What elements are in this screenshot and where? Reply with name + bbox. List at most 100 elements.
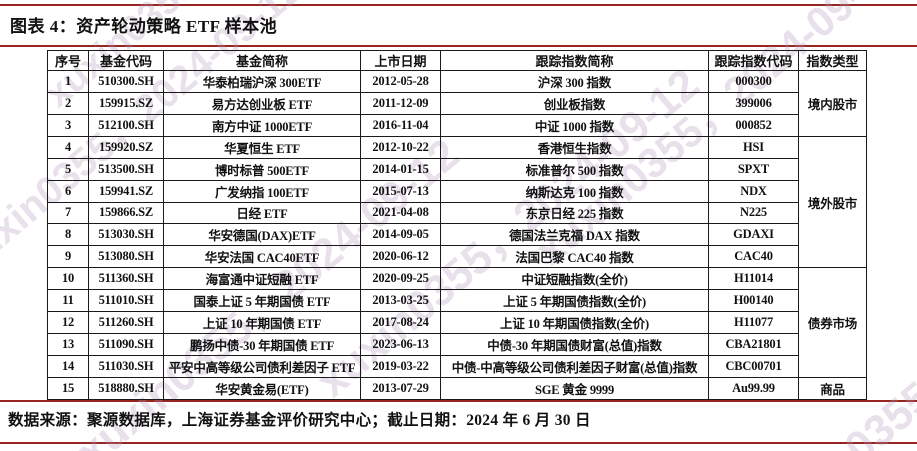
cell-fund-name: 易方达创业板 ETF bbox=[163, 91, 361, 115]
table-row: 6 159941.SZ 广发纳指 100ETF 2015-07-13 纳斯达克 100 … bbox=[47, 179, 867, 203]
cell-index-type: 境内股市 bbox=[798, 70, 867, 137]
cell-index-type: 境外股市 bbox=[798, 135, 867, 269]
table-row: 1 510300.SH 华泰柏瑞沪深 300ETF 2012-05-28 沪深 300 … bbox=[47, 70, 867, 137]
table-row: 8 513030.SH 华安德国(DAX)ETF 2014-09-05 德国法兰克福 D… bbox=[47, 223, 867, 247]
cell-index-code: NDX bbox=[708, 179, 799, 203]
cell-no: 7 bbox=[47, 201, 89, 225]
cell-fund-code: 159915.SZ bbox=[88, 91, 164, 115]
col-header-date: 上市日期 bbox=[360, 50, 441, 71]
cell-no: 15 bbox=[47, 376, 89, 401]
cell-fund-code: 159920.SZ bbox=[88, 135, 164, 159]
cell-fund-code: 518880.SH bbox=[88, 376, 164, 401]
cell-fund-code: 511030.SH bbox=[88, 354, 164, 378]
cell-fund-code: 511360.SH bbox=[88, 267, 164, 291]
cell-index-code: H11014 bbox=[708, 267, 799, 291]
cell-index-name: 中债-中高等级公司债利差因子财富(总值)指数 bbox=[440, 354, 709, 378]
col-header-index_name: 跟踪指数简称 bbox=[440, 50, 709, 71]
cell-index-name: 标准普尔 500 指数 bbox=[440, 157, 709, 181]
cell-fund-name: 日经 ETF bbox=[163, 201, 361, 225]
cell-fund-code: 513080.SH bbox=[88, 245, 164, 269]
table-row: 14 511030.SH 平安中高等级公司债利差因子 ETF 2019-03-22 中债… bbox=[47, 354, 867, 378]
title-rule bbox=[0, 45, 917, 47]
table-row: 11 511010.SH 国泰上证 5 年期国债 ETF 2013-03-25 上证 5… bbox=[47, 289, 867, 313]
col-header-code: 基金代码 bbox=[88, 50, 164, 71]
cell-fund-name: 广发纳指 100ETF bbox=[163, 179, 361, 203]
cell-fund-code: 511090.SH bbox=[88, 333, 164, 356]
col-header-no: 序号 bbox=[47, 50, 89, 71]
cell-fund-name: 华泰柏瑞沪深 300ETF bbox=[163, 70, 361, 93]
cell-list-date: 2020-06-12 bbox=[360, 245, 441, 269]
cell-index-code: HSI bbox=[708, 135, 799, 159]
cell-no: 12 bbox=[47, 311, 89, 335]
table-row: 12 511260.SH 上证 10 年期国债 ETF 2017-08-24 上证 10… bbox=[47, 311, 867, 335]
table-row: 15 518880.SH 华安黄金易(ETF) 2013-07-29 SGE 黄金 99… bbox=[47, 376, 867, 401]
cell-index-code: CBC00701 bbox=[708, 354, 799, 378]
cell-index-name: 上证 5 年期国债指数(全价) bbox=[440, 289, 709, 313]
cell-index-name: 创业板指数 bbox=[440, 91, 709, 115]
figure-title: 图表 4：资产轮动策略 ETF 样本池 bbox=[10, 17, 278, 36]
cell-index-code: 000852 bbox=[708, 113, 799, 137]
table-row: 4 159920.SZ 华夏恒生 ETF 2012-10-22 香港恒生指数 HSI 境外股… bbox=[47, 135, 867, 269]
cell-fund-name: 华安黄金易(ETF) bbox=[163, 376, 361, 401]
cell-fund-name: 平安中高等级公司债利差因子 ETF bbox=[163, 354, 361, 378]
table-row: 2 159915.SZ 易方达创业板 ETF 2011-12-09 创业板指数 39900… bbox=[47, 91, 867, 115]
cell-index-name: 上证 10 年期国债指数(全价) bbox=[440, 311, 709, 335]
table-bottom-rule bbox=[0, 400, 917, 402]
cell-list-date: 2012-10-22 bbox=[360, 135, 441, 159]
cell-index-name: 德国法兰克福 DAX 指数 bbox=[440, 223, 709, 247]
cell-no: 6 bbox=[47, 179, 89, 203]
cell-no: 8 bbox=[47, 223, 89, 247]
cell-fund-code: 513500.SH bbox=[88, 157, 164, 181]
cell-no: 9 bbox=[47, 245, 89, 269]
cell-index-code: 399006 bbox=[708, 91, 799, 115]
cell-list-date: 2016-11-04 bbox=[360, 113, 441, 137]
cell-list-date: 2017-08-24 bbox=[360, 311, 441, 335]
etf-sample-pool-table: 序号 基金代码 基金简称 上市日期 跟踪指数简称 跟踪指数代码 指数类型 1 510300.S… bbox=[47, 50, 867, 401]
cell-index-code: CBA21801 bbox=[708, 333, 799, 356]
cell-index-name: 法国巴黎 CAC40 指数 bbox=[440, 245, 709, 269]
cell-fund-code: 511010.SH bbox=[88, 289, 164, 313]
cell-fund-name: 华安法国 CAC40ETF bbox=[163, 245, 361, 269]
table-row: 7 159866.SZ 日经 ETF 2021-04-08 东京日经 225 指数 N22… bbox=[47, 201, 867, 225]
cell-index-name: 中证 1000 指数 bbox=[440, 113, 709, 137]
table-body: 1 510300.SH 华泰柏瑞沪深 300ETF 2012-05-28 沪深 300 … bbox=[47, 70, 867, 401]
cell-index-name: SGE 黄金 9999 bbox=[440, 376, 709, 401]
cell-index-name: 香港恒生指数 bbox=[440, 135, 709, 159]
cell-no: 4 bbox=[47, 135, 89, 159]
cell-list-date: 2020-09-25 bbox=[360, 267, 441, 291]
cell-index-name: 纳斯达克 100 指数 bbox=[440, 179, 709, 203]
col-header-type: 指数类型 bbox=[798, 50, 867, 71]
cell-fund-name: 鹏扬中债-30 年期国债 ETF bbox=[163, 333, 361, 356]
cell-fund-name: 华夏恒生 ETF bbox=[163, 135, 361, 159]
cell-list-date: 2019-03-22 bbox=[360, 354, 441, 378]
cell-fund-name: 博时标普 500ETF bbox=[163, 157, 361, 181]
cell-no: 2 bbox=[47, 91, 89, 115]
cell-list-date: 2013-07-29 bbox=[360, 376, 441, 401]
cell-fund-name: 华安德国(DAX)ETF bbox=[163, 223, 361, 247]
cell-fund-code: 513030.SH bbox=[88, 223, 164, 247]
data-source-note: 数据来源：聚源数据库，上海证券基金评价研究中心；截止日期：2024 年 6 月 … bbox=[8, 412, 591, 429]
cell-no: 13 bbox=[47, 333, 89, 356]
cell-no: 5 bbox=[47, 157, 89, 181]
cell-index-code: SPXT bbox=[708, 157, 799, 181]
cell-index-code: 000300 bbox=[708, 70, 799, 93]
col-header-name: 基金简称 bbox=[163, 50, 361, 71]
cell-index-name: 东京日经 225 指数 bbox=[440, 201, 709, 225]
table-row: 5 513500.SH 博时标普 500ETF 2014-01-15 标准普尔 500 … bbox=[47, 157, 867, 181]
cell-list-date: 2012-05-28 bbox=[360, 70, 441, 93]
cell-no: 10 bbox=[47, 267, 89, 291]
bottom-rule bbox=[0, 442, 917, 444]
table-row: 13 511090.SH 鹏扬中债-30 年期国债 ETF 2023-06-13 中债-… bbox=[47, 333, 867, 356]
cell-fund-name: 海富通中证短融 ETF bbox=[163, 267, 361, 291]
cell-list-date: 2021-04-08 bbox=[360, 201, 441, 225]
cell-index-name: 沪深 300 指数 bbox=[440, 70, 709, 93]
cell-index-type: 商品 bbox=[798, 376, 867, 401]
col-header-index_code: 跟踪指数代码 bbox=[708, 50, 799, 71]
table-header: 序号 基金代码 基金简称 上市日期 跟踪指数简称 跟踪指数代码 指数类型 bbox=[47, 50, 867, 71]
cell-list-date: 2023-06-13 bbox=[360, 333, 441, 356]
cell-fund-code: 510300.SH bbox=[88, 70, 164, 93]
cell-index-code: H11077 bbox=[708, 311, 799, 335]
cell-list-date: 2014-09-05 bbox=[360, 223, 441, 247]
cell-fund-code: 159941.SZ bbox=[88, 179, 164, 203]
